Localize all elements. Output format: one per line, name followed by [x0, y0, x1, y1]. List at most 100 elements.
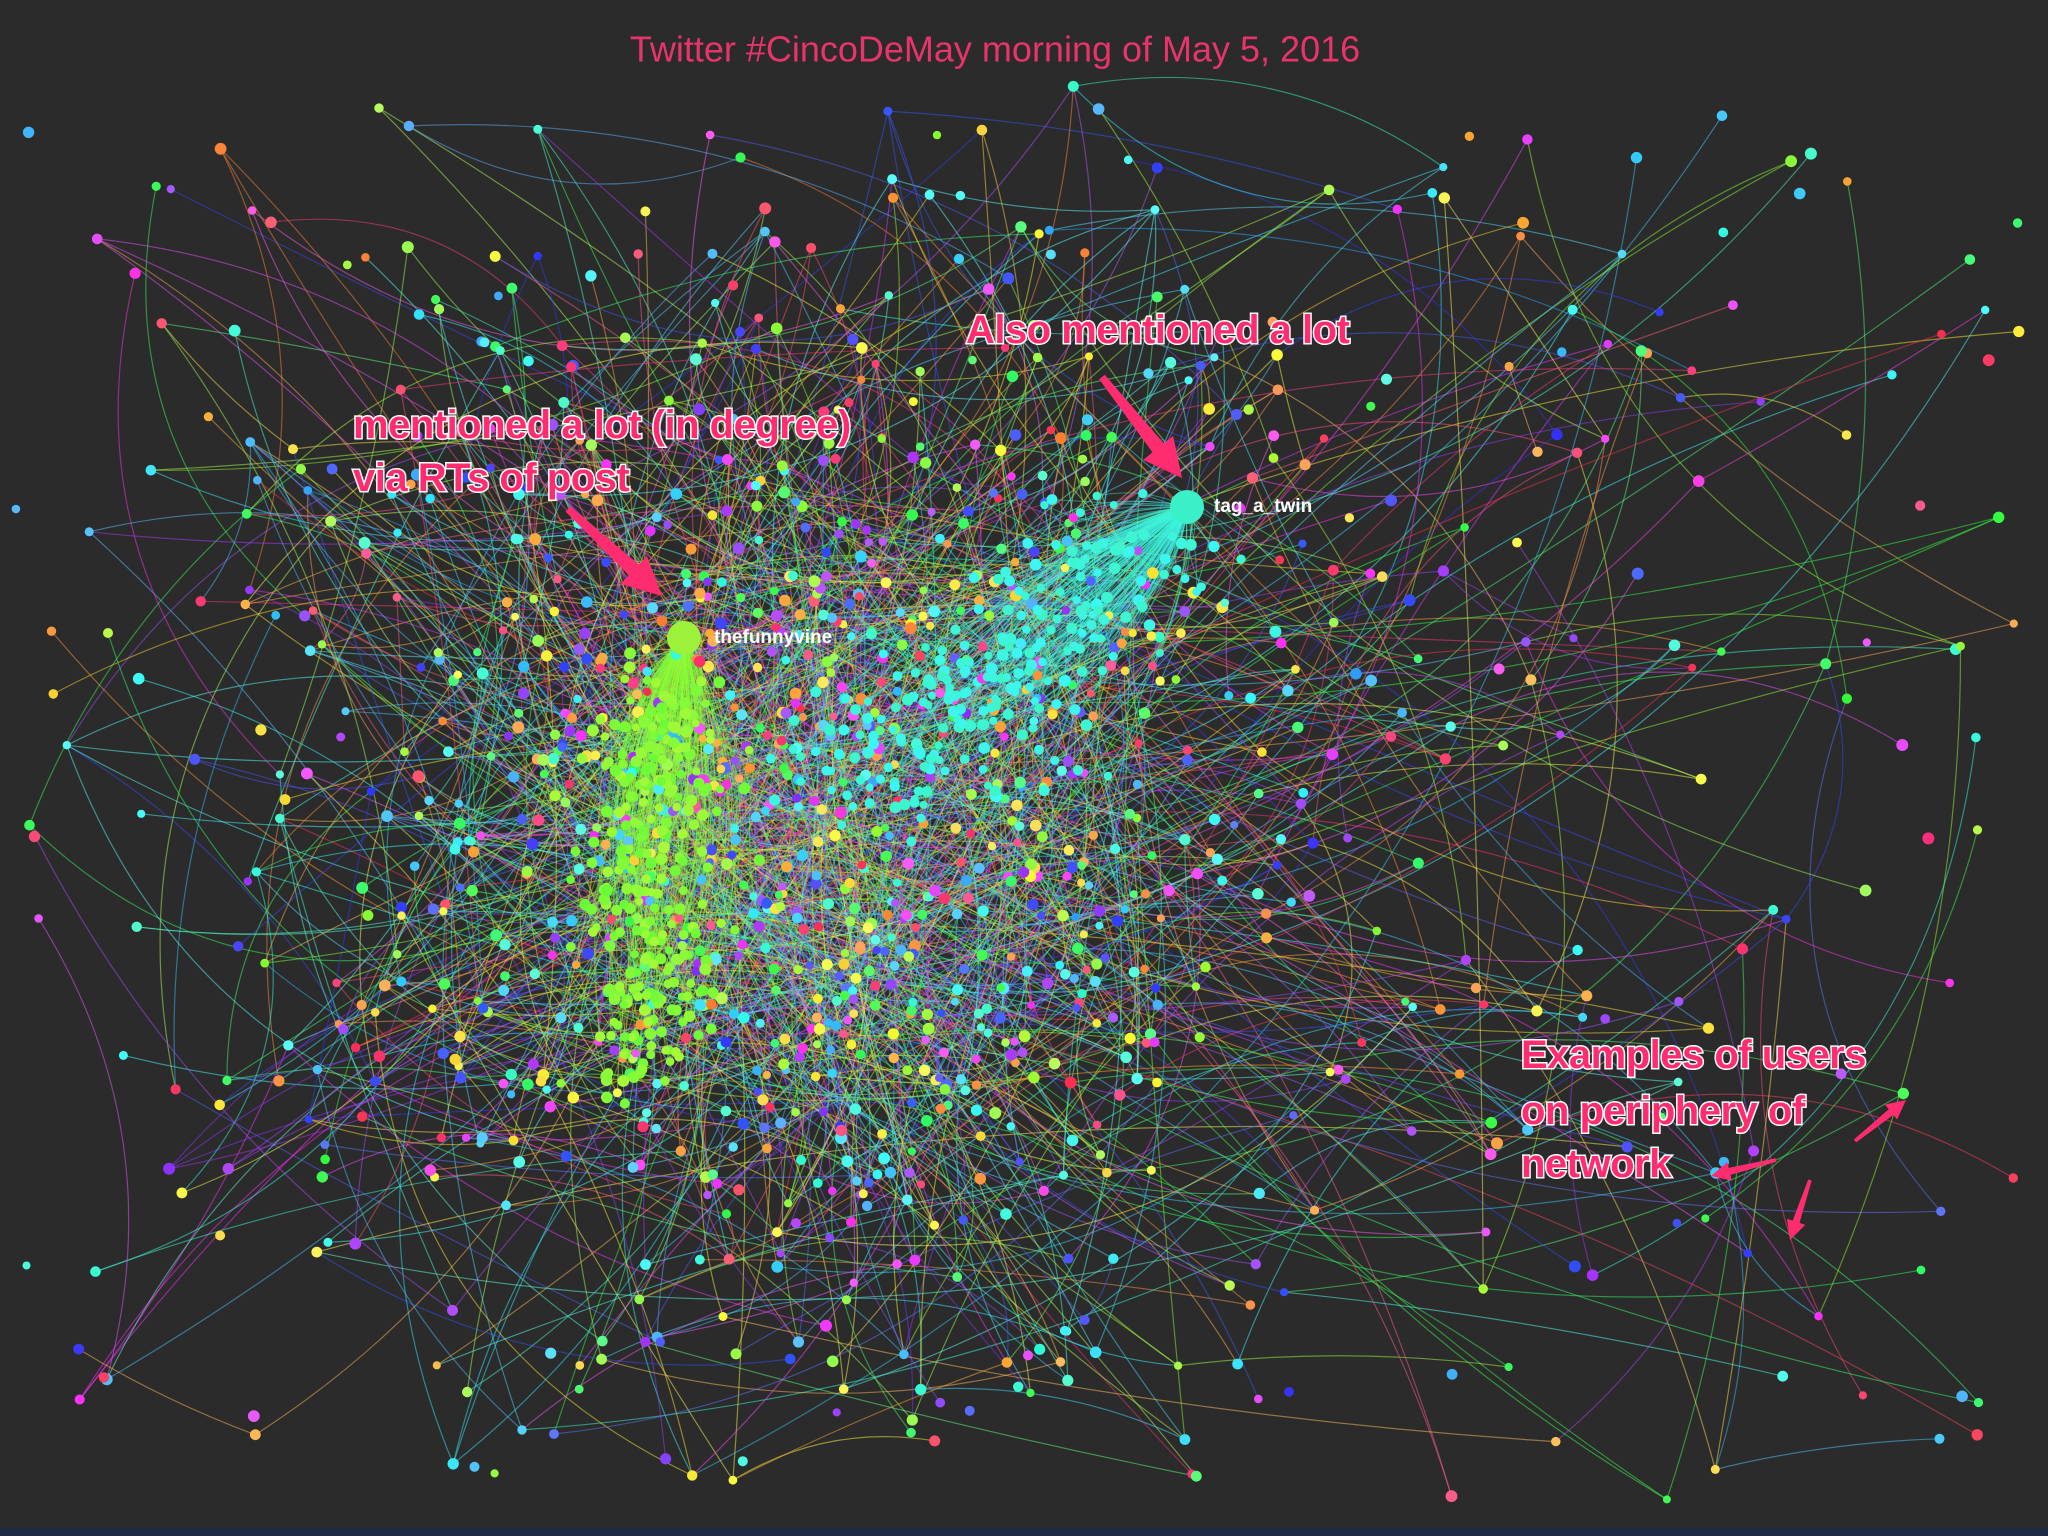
node — [556, 1079, 565, 1088]
node — [706, 735, 715, 744]
edge — [622, 637, 685, 959]
node — [1655, 308, 1664, 317]
edge — [1491, 918, 1787, 1124]
node — [716, 918, 726, 928]
edge — [748, 614, 801, 991]
edge — [1516, 542, 1755, 1151]
edge — [207, 416, 478, 653]
edge — [1025, 506, 1188, 631]
node — [904, 622, 917, 635]
node — [750, 343, 761, 354]
node — [996, 543, 1007, 554]
node — [501, 597, 513, 608]
edge — [570, 366, 728, 461]
node — [927, 691, 936, 700]
edge — [1184, 289, 1335, 623]
edge — [895, 506, 1188, 708]
node — [1051, 540, 1061, 550]
node — [1252, 888, 1264, 900]
edge — [256, 479, 421, 778]
node — [462, 1386, 473, 1398]
node — [635, 897, 644, 906]
node — [1945, 978, 1954, 988]
node — [1333, 1064, 1344, 1075]
node — [498, 1078, 509, 1089]
node — [518, 687, 530, 699]
edge — [359, 674, 459, 1082]
node — [643, 849, 652, 859]
edge — [1049, 206, 1623, 255]
node — [28, 830, 41, 843]
edge — [249, 441, 484, 1009]
node — [991, 701, 1002, 711]
edge — [1003, 506, 1188, 641]
node — [774, 890, 783, 899]
node — [837, 516, 847, 527]
node — [1132, 779, 1143, 790]
node — [233, 941, 244, 952]
node — [547, 916, 558, 928]
edge — [1261, 751, 1774, 912]
edge — [1054, 569, 1334, 1064]
node — [357, 1111, 368, 1122]
edge — [1068, 873, 1201, 1260]
node — [918, 1064, 931, 1077]
node — [699, 963, 711, 976]
node — [693, 403, 706, 416]
edge — [908, 789, 1302, 865]
node — [1205, 848, 1215, 858]
node — [627, 677, 639, 689]
node — [356, 881, 369, 894]
node — [648, 959, 659, 969]
edge — [78, 1348, 256, 1436]
node — [760, 226, 770, 237]
node — [1135, 575, 1147, 587]
edge — [622, 637, 685, 826]
node — [1372, 926, 1382, 936]
node — [566, 915, 578, 927]
edge — [914, 945, 1346, 1080]
node — [1002, 708, 1014, 720]
node — [214, 142, 227, 155]
edge — [639, 235, 1522, 1300]
node — [361, 252, 370, 262]
node — [1120, 666, 1130, 676]
node — [137, 809, 146, 818]
node — [635, 747, 647, 759]
node — [679, 949, 691, 961]
node — [830, 1020, 842, 1031]
node — [865, 783, 874, 792]
edge — [200, 441, 252, 602]
node — [844, 598, 856, 610]
node — [665, 946, 674, 955]
edge — [811, 309, 1986, 1030]
node — [1260, 908, 1272, 919]
node — [669, 721, 681, 734]
edge — [321, 601, 508, 649]
edge — [683, 637, 738, 984]
node — [652, 888, 663, 899]
node — [1841, 693, 1852, 704]
node — [443, 746, 454, 757]
node — [1052, 614, 1062, 624]
node — [466, 884, 478, 897]
node — [919, 586, 928, 595]
edge — [575, 637, 685, 852]
edge — [287, 1044, 827, 1327]
edge — [1214, 356, 1532, 681]
node — [1047, 709, 1058, 720]
node — [1004, 575, 1015, 587]
node — [702, 862, 713, 873]
node — [619, 899, 629, 910]
node — [1141, 1037, 1152, 1048]
node — [1521, 637, 1531, 647]
node — [694, 587, 706, 600]
node — [976, 1023, 986, 1032]
node — [735, 152, 746, 163]
node — [918, 611, 928, 622]
edge — [1045, 503, 1146, 910]
node — [1046, 625, 1056, 635]
edge — [776, 1006, 1414, 1247]
node — [877, 1129, 887, 1139]
hub-node — [667, 621, 701, 655]
